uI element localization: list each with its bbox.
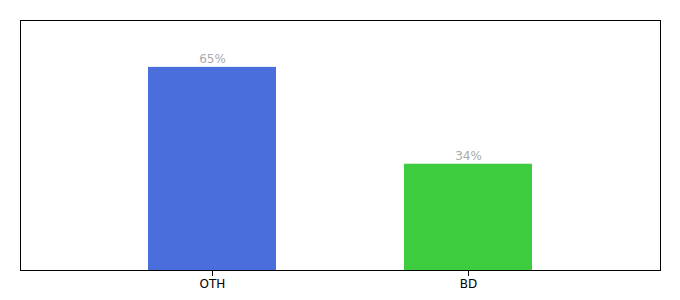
svg-text:34%: 34% bbox=[455, 149, 482, 163]
svg-text:65%: 65% bbox=[199, 52, 226, 66]
svg-text:BD: BD bbox=[460, 277, 477, 291]
svg-text:OTH: OTH bbox=[200, 277, 226, 291]
